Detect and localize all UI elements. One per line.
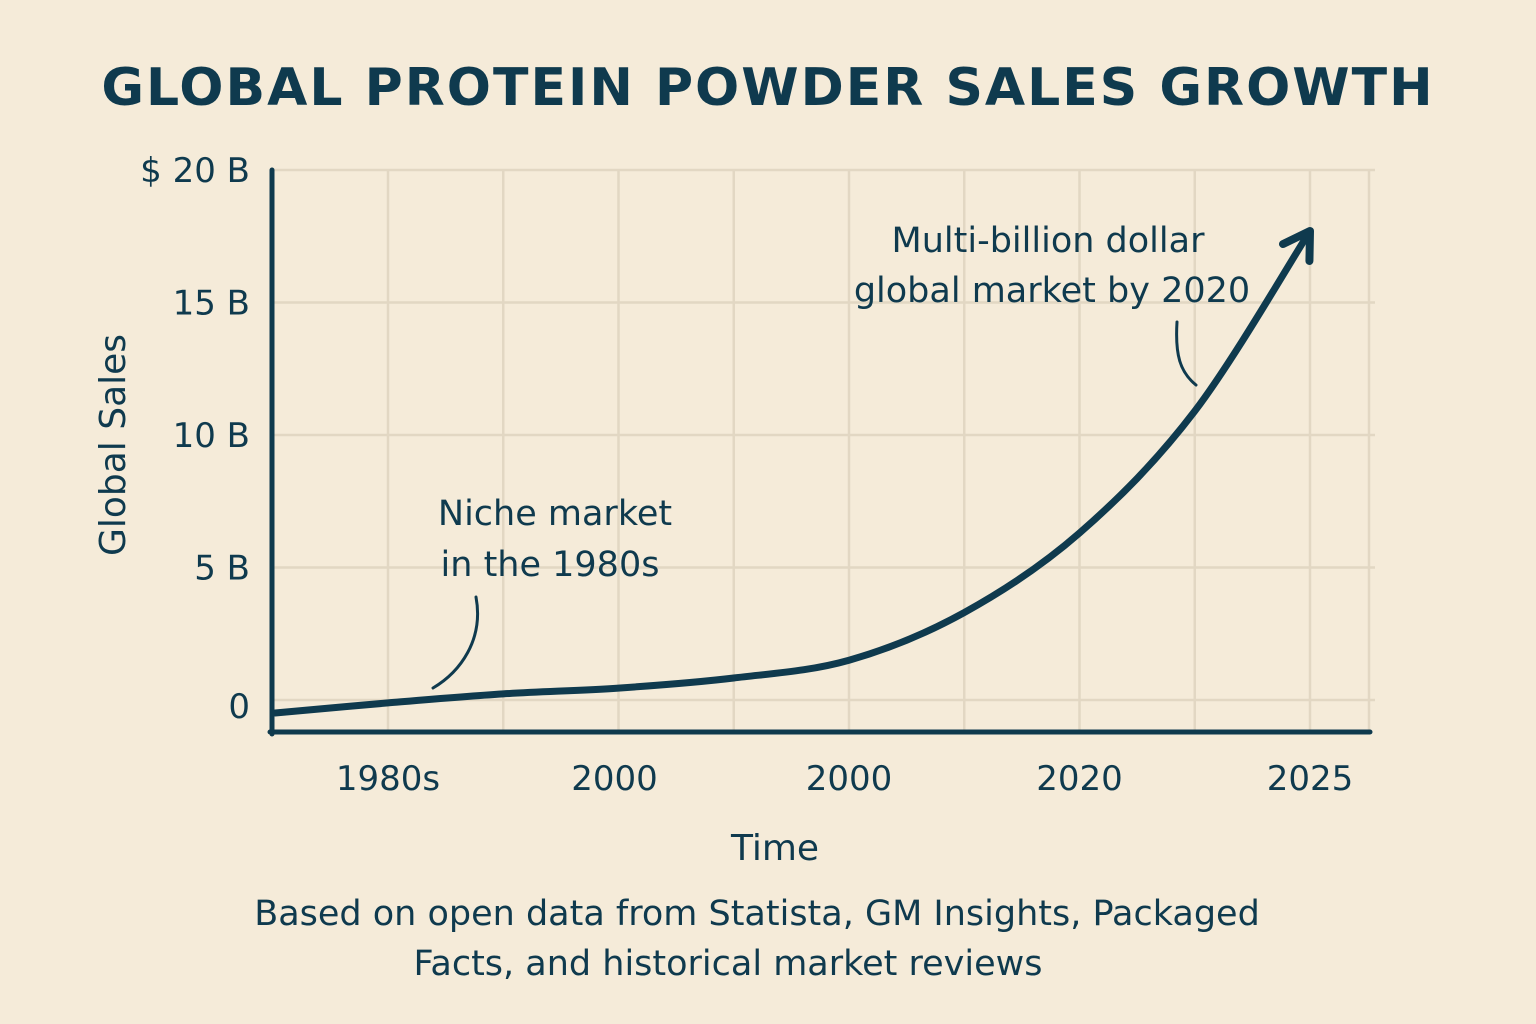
y-tick-label: $ 20 B [140, 151, 250, 191]
series-line [271, 227, 1314, 717]
series [271, 226, 1314, 717]
y-axis-label: Global Sales [93, 334, 134, 556]
x-axis-label: Time [730, 828, 819, 869]
annotation-niche-pointer [431, 595, 479, 690]
annotation-billion-line1: Multi-billion dollar [892, 221, 1206, 261]
y-tick-labels: 0 5 B 10 B 15 B $ 20 B [140, 151, 250, 727]
x-tick-label: 2000 [571, 759, 658, 799]
footnote-line2: Facts, and historical market reviews [413, 944, 1042, 984]
x-tick-label: 1980s [336, 759, 440, 799]
x-tick-label: 2000 [806, 759, 893, 799]
y-tick-label: 10 B [173, 416, 250, 456]
x-tick-label: 2025 [1267, 759, 1354, 799]
y-tick-label: 5 B [194, 549, 250, 589]
y-tick-label: 0 [228, 687, 250, 727]
chart-title: GLOBAL PROTEIN POWDER SALES GROWTH [101, 58, 1434, 118]
x-tick-labels: 1980s 2000 2000 2020 2025 [336, 759, 1353, 799]
footnote-line1: Based on open data from Statista, GM Ins… [254, 894, 1260, 934]
annotation-billion-pointer [1175, 320, 1198, 387]
annotation-niche-line2: in the 1980s [441, 545, 660, 585]
annotation-niche-line1: Niche market [438, 494, 672, 534]
annotation-billion-line2: global market by 2020 [854, 271, 1250, 311]
x-tick-label: 2020 [1036, 759, 1123, 799]
y-tick-label: 15 B [173, 284, 250, 324]
